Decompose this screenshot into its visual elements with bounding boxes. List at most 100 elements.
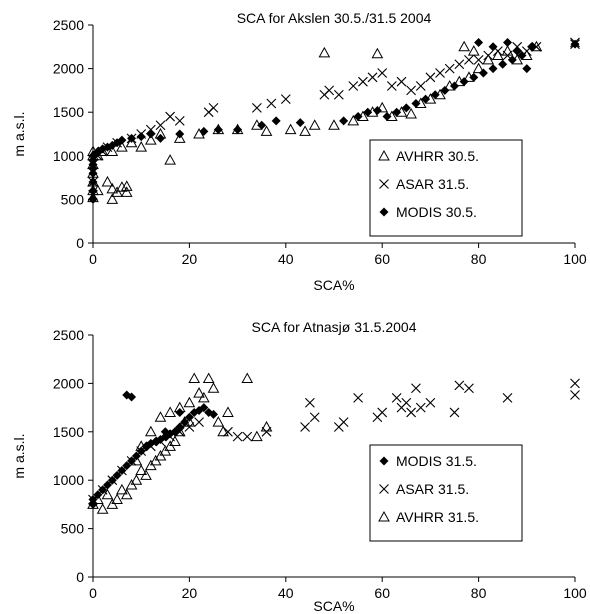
data-point (411, 98, 421, 108)
data-point (469, 72, 479, 82)
data-point (358, 76, 368, 87)
data-point (406, 407, 417, 418)
data-point (144, 425, 157, 437)
x-tick-label: 40 (278, 251, 294, 267)
data-point (117, 465, 127, 476)
x-tick-label: 0 (89, 251, 97, 267)
chart-title: SCA for Akslen 30.5./31.5 2004 (237, 10, 432, 26)
x-tick-label: 20 (182, 251, 198, 267)
data-point (194, 417, 204, 428)
data-point (208, 102, 219, 113)
data-point (154, 411, 167, 422)
data-point (207, 382, 220, 393)
data-point (284, 123, 297, 135)
data-point (127, 392, 137, 402)
data-point (101, 175, 114, 187)
data-point (396, 76, 407, 87)
data-point (183, 416, 196, 427)
chart-akslen: SCA for Akslen 30.5./31.5 2004 0 20 40 60 80 1… (11, 10, 587, 293)
data-point (430, 90, 440, 100)
data-point (522, 64, 532, 74)
data-point (233, 125, 243, 135)
data-point (212, 416, 225, 427)
legend-marker (379, 207, 389, 217)
chart-title: SCA for Atnasjø 31.5.2004 (252, 319, 417, 335)
data-point (175, 129, 185, 139)
data-point (266, 98, 277, 109)
data-point (175, 407, 185, 417)
data-point (188, 372, 201, 384)
data-point (411, 383, 421, 394)
y-tick-label: 2000 (53, 375, 84, 391)
y-tick-label: 500 (61, 191, 85, 207)
data-point (91, 493, 104, 505)
data-point (136, 446, 147, 457)
legend-label: MODIS 31.5. (396, 453, 477, 469)
data-point (482, 53, 495, 65)
y-tick-label: 0 (76, 569, 84, 585)
data-point (406, 85, 417, 96)
y-tick-label: 0 (76, 235, 84, 251)
data-point (155, 436, 166, 447)
series-2 (87, 372, 273, 514)
data-point (570, 39, 580, 49)
legend-box (369, 444, 523, 542)
data-point (122, 390, 132, 400)
data-point (295, 118, 305, 128)
data-point (377, 407, 388, 418)
data-point (318, 46, 331, 58)
legend-box (369, 139, 523, 237)
legend: MODIS 31.5. ASAR 31.5. AVHRR 31.5. (369, 444, 523, 542)
data-point (401, 103, 411, 113)
data-point (116, 181, 128, 192)
data-point (222, 406, 234, 417)
data-point (120, 180, 133, 191)
data-point (232, 431, 243, 442)
data-point (421, 94, 431, 104)
data-point (173, 425, 186, 437)
x-tick-label: 60 (374, 585, 390, 601)
data-point (140, 469, 152, 480)
data-point (338, 417, 349, 428)
data-point (127, 133, 137, 143)
data-point (101, 488, 114, 500)
data-point (261, 426, 272, 437)
data-point (492, 49, 504, 61)
data-point (444, 63, 455, 74)
data-point (145, 441, 156, 452)
legend-label: AVHRR 30.5. (396, 148, 479, 164)
data-point (309, 412, 320, 423)
x-tick-label: 100 (563, 251, 587, 267)
y-tick-label: 500 (61, 521, 85, 537)
data-point (324, 85, 335, 96)
legend-label: MODIS 30.5. (396, 204, 477, 220)
data-point (425, 397, 436, 408)
legend-marker (378, 510, 390, 522)
data-point (116, 141, 128, 152)
data-point (353, 112, 363, 122)
data-point (174, 116, 185, 126)
data-point (135, 464, 148, 476)
data-point (401, 397, 412, 408)
data-point (473, 54, 484, 65)
data-point (405, 107, 417, 119)
y-tick-label: 1500 (53, 424, 84, 440)
data-point (474, 37, 484, 47)
data-point (392, 107, 402, 117)
data-point (173, 401, 186, 413)
data-point (126, 455, 137, 466)
legend-label: ASAR 31.5. (396, 481, 469, 497)
y-tick-label: 1000 (53, 472, 84, 488)
data-point (193, 387, 205, 398)
y-axis-label: m a.s.l. (11, 111, 27, 156)
data-point (146, 129, 156, 139)
data-point (386, 81, 397, 91)
data-point (415, 402, 426, 413)
data-point (503, 37, 513, 47)
data-point (458, 40, 470, 52)
data-point (502, 393, 513, 403)
data-point (223, 426, 233, 437)
data-point (377, 68, 388, 78)
data-point (165, 111, 176, 122)
